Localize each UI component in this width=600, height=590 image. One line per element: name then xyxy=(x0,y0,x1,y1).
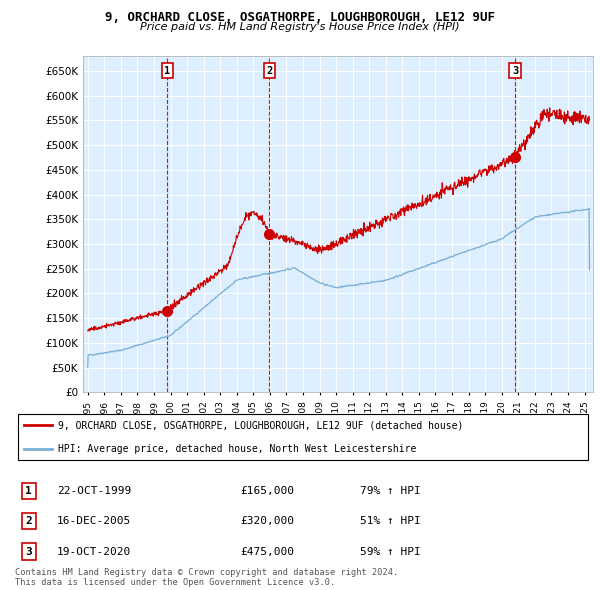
Text: 3: 3 xyxy=(512,66,518,76)
Text: £165,000: £165,000 xyxy=(240,486,294,496)
Text: Contains HM Land Registry data © Crown copyright and database right 2024.: Contains HM Land Registry data © Crown c… xyxy=(15,568,398,577)
Text: 1: 1 xyxy=(25,486,32,496)
Text: £320,000: £320,000 xyxy=(240,516,294,526)
Text: 16-DEC-2005: 16-DEC-2005 xyxy=(57,516,131,526)
Text: 9, ORCHARD CLOSE, OSGATHORPE, LOUGHBOROUGH, LE12 9UF (detached house): 9, ORCHARD CLOSE, OSGATHORPE, LOUGHBOROU… xyxy=(58,420,464,430)
Text: 2: 2 xyxy=(266,66,272,76)
Text: This data is licensed under the Open Government Licence v3.0.: This data is licensed under the Open Gov… xyxy=(15,578,335,587)
Text: 19-OCT-2020: 19-OCT-2020 xyxy=(57,547,131,556)
Text: 3: 3 xyxy=(25,547,32,556)
Text: £475,000: £475,000 xyxy=(240,547,294,556)
Text: 22-OCT-1999: 22-OCT-1999 xyxy=(57,486,131,496)
Text: 9, ORCHARD CLOSE, OSGATHORPE, LOUGHBOROUGH, LE12 9UF: 9, ORCHARD CLOSE, OSGATHORPE, LOUGHBOROU… xyxy=(105,11,495,24)
Text: 2: 2 xyxy=(25,516,32,526)
Text: 59% ↑ HPI: 59% ↑ HPI xyxy=(360,547,421,556)
Text: HPI: Average price, detached house, North West Leicestershire: HPI: Average price, detached house, Nort… xyxy=(58,444,416,454)
Text: 1: 1 xyxy=(164,66,170,76)
Text: Price paid vs. HM Land Registry's House Price Index (HPI): Price paid vs. HM Land Registry's House … xyxy=(140,22,460,32)
Text: 51% ↑ HPI: 51% ↑ HPI xyxy=(360,516,421,526)
Text: 79% ↑ HPI: 79% ↑ HPI xyxy=(360,486,421,496)
FancyBboxPatch shape xyxy=(18,414,588,460)
